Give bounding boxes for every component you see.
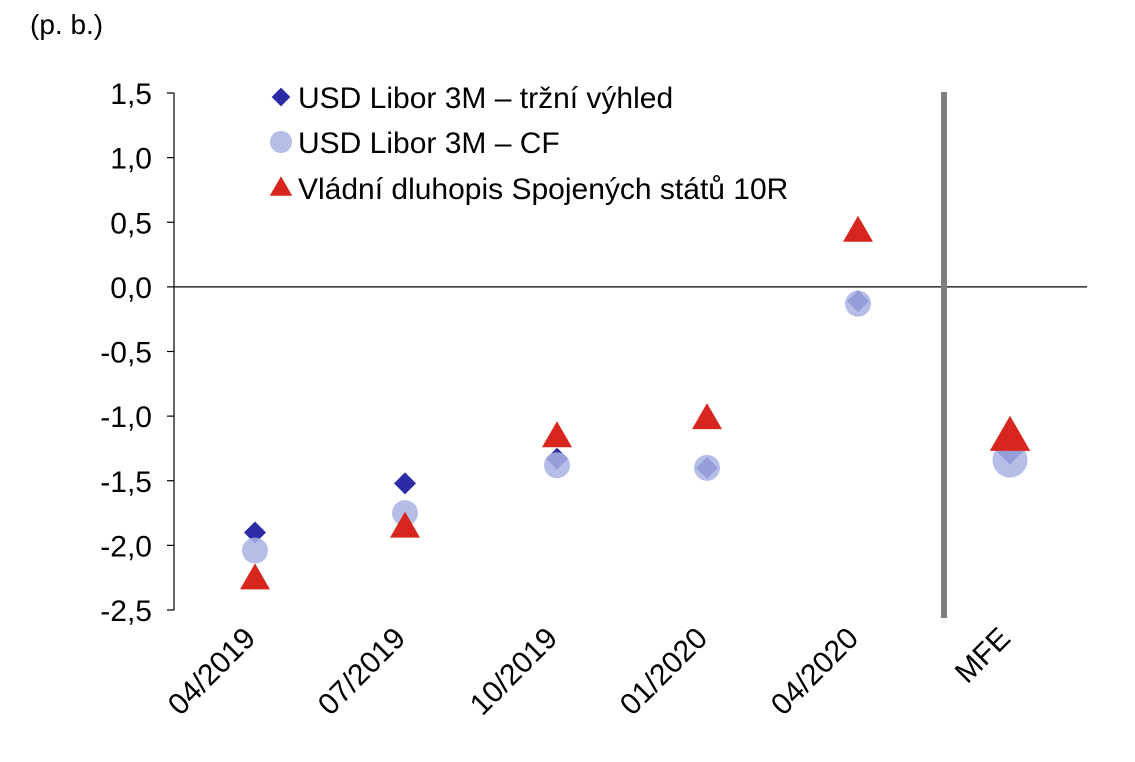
legend-label: USD Libor 3M – CF	[298, 127, 560, 160]
x-axis-categories: 04/2019 07/2019 10/2019 01/2020 04/2020 MFE	[162, 622, 1017, 722]
legend-label: USD Libor 3M – tržní výhled	[298, 82, 673, 115]
x-category-label: 04/2020	[765, 622, 865, 722]
data-point-triangle	[240, 563, 270, 590]
data-point-diamond	[244, 521, 266, 544]
y-tick-label: 1,0	[110, 143, 152, 176]
legend: USD Libor 3M – tržní výhled USD Libor 3M …	[269, 82, 788, 206]
x-category-label: MFE	[949, 622, 1017, 690]
data-point-triangle	[989, 415, 1031, 451]
data-point-diamond	[394, 472, 416, 495]
data-point-circle	[544, 452, 570, 479]
legend-marker-circle	[269, 130, 293, 154]
axes	[173, 92, 1087, 618]
data-point-triangle	[390, 511, 420, 538]
legend-label: Vládní dluhopis Spojených států 10R	[298, 173, 788, 206]
data-point-triangle	[843, 215, 873, 242]
x-category-label: 07/2019	[312, 622, 412, 722]
x-category-label: 01/2020	[614, 622, 714, 722]
y-tick-label: 1,5	[110, 78, 152, 111]
y-tick-label: -1,5	[100, 466, 152, 499]
data-point-circle	[845, 290, 871, 317]
x-category-label: 04/2019	[162, 622, 262, 722]
y-tick-label: 0,5	[110, 207, 152, 240]
y-tick-label: -2,5	[100, 595, 152, 628]
y-tick-label: 0,0	[110, 272, 152, 305]
legend-marker-triangle	[269, 176, 293, 196]
y-tick-label: -2,0	[100, 530, 152, 563]
unit-label: (p. b.)	[30, 9, 103, 40]
y-tick-label: -1,0	[100, 401, 152, 434]
data-point-triangle	[542, 421, 572, 448]
data-point-circle	[992, 442, 1028, 478]
data-point-circle	[694, 454, 720, 481]
y-tick-label: -0,5	[100, 337, 152, 370]
data-point-triangle	[692, 403, 722, 430]
x-category-label: 10/2019	[464, 622, 564, 722]
y-axis-ticks: 1,5 1,0 0,5 0,0 -0,5 -1,0 -1,5 -2,0 -2,5	[100, 78, 174, 628]
legend-marker-diamond	[271, 87, 291, 107]
data-marks	[240, 215, 1031, 590]
data-point-circle	[242, 537, 268, 564]
